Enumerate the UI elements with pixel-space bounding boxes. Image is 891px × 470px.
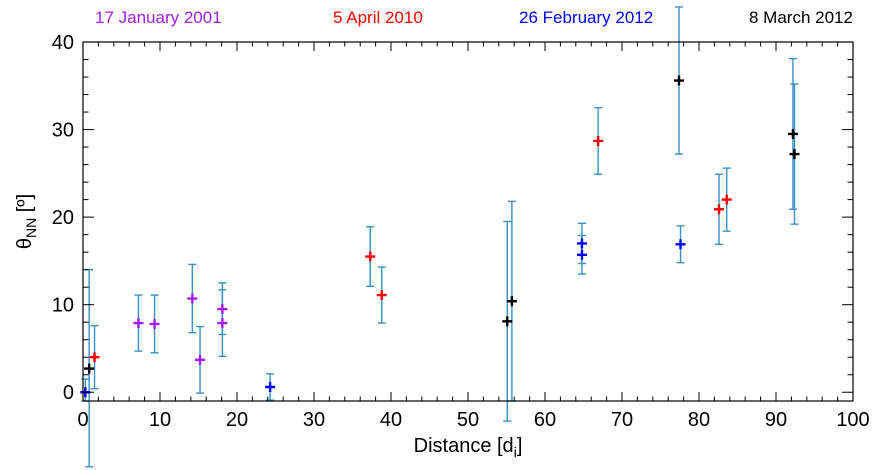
data-point — [217, 318, 228, 329]
data-point — [133, 318, 144, 329]
data-point — [787, 128, 798, 139]
data-markers-group — [80, 75, 800, 398]
x-axis-title: Distance [di] — [414, 435, 523, 460]
data-point — [89, 352, 100, 363]
error-bars-group — [81, 6, 799, 468]
data-point — [376, 290, 387, 301]
data-point — [506, 296, 517, 307]
x-tick-label: 50 — [457, 409, 479, 431]
y-axis-title-end: [º] — [14, 194, 36, 218]
data-point — [593, 135, 604, 146]
x-tick-label: 10 — [149, 409, 171, 431]
plot-frame — [82, 41, 854, 402]
x-tick-labels: 0 10 20 30 40 50 60 70 80 90 100 — [77, 409, 869, 431]
data-point — [217, 304, 228, 315]
x-tick-label: 80 — [688, 409, 710, 431]
y-tick-labels: 0 10 20 30 40 — [52, 32, 74, 404]
x-tick-label: 20 — [226, 409, 248, 431]
x-tick-label: 90 — [765, 409, 787, 431]
data-point — [502, 316, 513, 327]
y-tick-label: 20 — [52, 207, 74, 229]
data-point — [149, 318, 160, 329]
x-axis-title-end: ] — [517, 435, 523, 457]
data-point — [265, 381, 276, 392]
data-point — [721, 194, 732, 205]
data-point — [187, 293, 198, 304]
legend-entry-series-2: 5 April 2010 — [333, 8, 423, 27]
x-tick-label: 60 — [534, 409, 556, 431]
x-axis-title-main: Distance [d — [414, 435, 514, 457]
legend-entry-series-3: 26 February 2012 — [519, 8, 654, 27]
data-point — [673, 75, 684, 86]
data-point — [714, 204, 725, 215]
data-point — [576, 238, 587, 249]
data-point — [675, 239, 686, 250]
y-tick-label: 0 — [63, 382, 74, 404]
y-axis-title-main: θ — [14, 238, 36, 249]
x-tick-label: 0 — [77, 409, 88, 431]
data-point — [789, 149, 800, 160]
y-tick-label: 40 — [52, 32, 74, 54]
y-axis-title-subscript: NN — [23, 218, 39, 238]
x-tick-label: 100 — [836, 409, 869, 431]
x-tick-label: 40 — [380, 409, 402, 431]
x-tick-label: 30 — [303, 409, 325, 431]
data-point — [84, 363, 95, 374]
legend-entry-series-1: 17 January 2001 — [95, 8, 222, 27]
y-tick-label: 10 — [52, 295, 74, 317]
x-axis-title-subscript: i — [514, 444, 517, 460]
legend-entry-series-4: 8 March 2012 — [749, 8, 853, 27]
data-point — [365, 251, 376, 262]
y-axis-title: θNN [º] — [14, 194, 39, 249]
axis-ticks-group — [82, 41, 854, 401]
x-tick-label: 70 — [611, 409, 633, 431]
data-point — [576, 249, 587, 260]
y-tick-label: 30 — [52, 120, 74, 142]
data-point — [195, 354, 206, 365]
